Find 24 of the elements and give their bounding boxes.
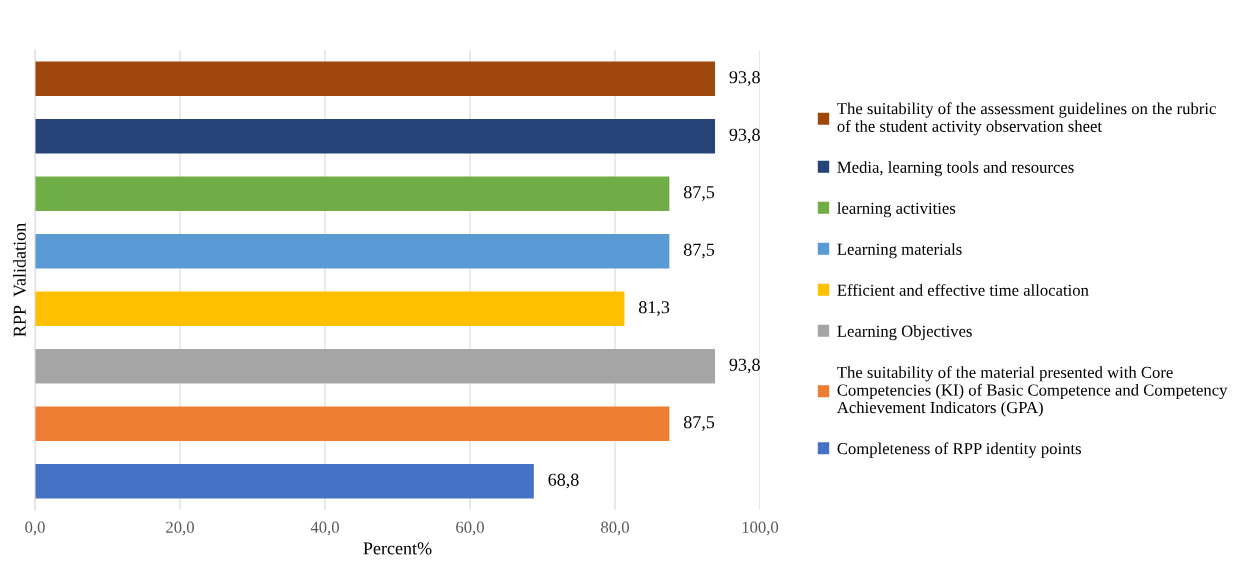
data-label: 87,5	[683, 186, 715, 201]
legend-label: Learning materials	[837, 243, 962, 259]
legend-label: learning activities	[837, 202, 956, 218]
data-label: 87,5	[683, 243, 715, 259]
data-label: 93,8	[729, 71, 760, 86]
legend-label: Efficient and effective time allocation	[837, 283, 1089, 296]
data-label: 87,5	[683, 416, 715, 431]
y-axis-title: RPP Validation	[13, 223, 26, 337]
legend-label: The suitability of the material presented with Core Competencies (KI) of Basic Competence and Competency Achievement Indicators (GPA)	[837, 366, 1228, 417]
x-axis-title: Percent%	[363, 542, 432, 555]
data-label: 93,8	[729, 128, 760, 144]
x-tick-label: 40,0	[310, 521, 339, 536]
data-label: 93,8	[729, 358, 760, 374]
legend-label: The suitability of the assessment guidelines on the rubric of the student activity observation sheet	[837, 102, 1216, 136]
x-tick-label: 20,0	[166, 521, 194, 536]
data-label: 68,8	[548, 473, 579, 489]
x-tick-label: 0,0	[25, 521, 45, 536]
legend-label: Completeness of RPP identity points	[837, 442, 1081, 458]
legend-label: Media, learning tools and resources	[837, 161, 1074, 177]
x-tick-label: 60,0	[456, 521, 484, 536]
x-tick-label: 80,0	[601, 521, 629, 536]
x-tick-label: 100,0	[742, 521, 779, 536]
data-label: 81,3	[639, 301, 670, 316]
legend-label: Learning Objectives	[837, 325, 972, 341]
